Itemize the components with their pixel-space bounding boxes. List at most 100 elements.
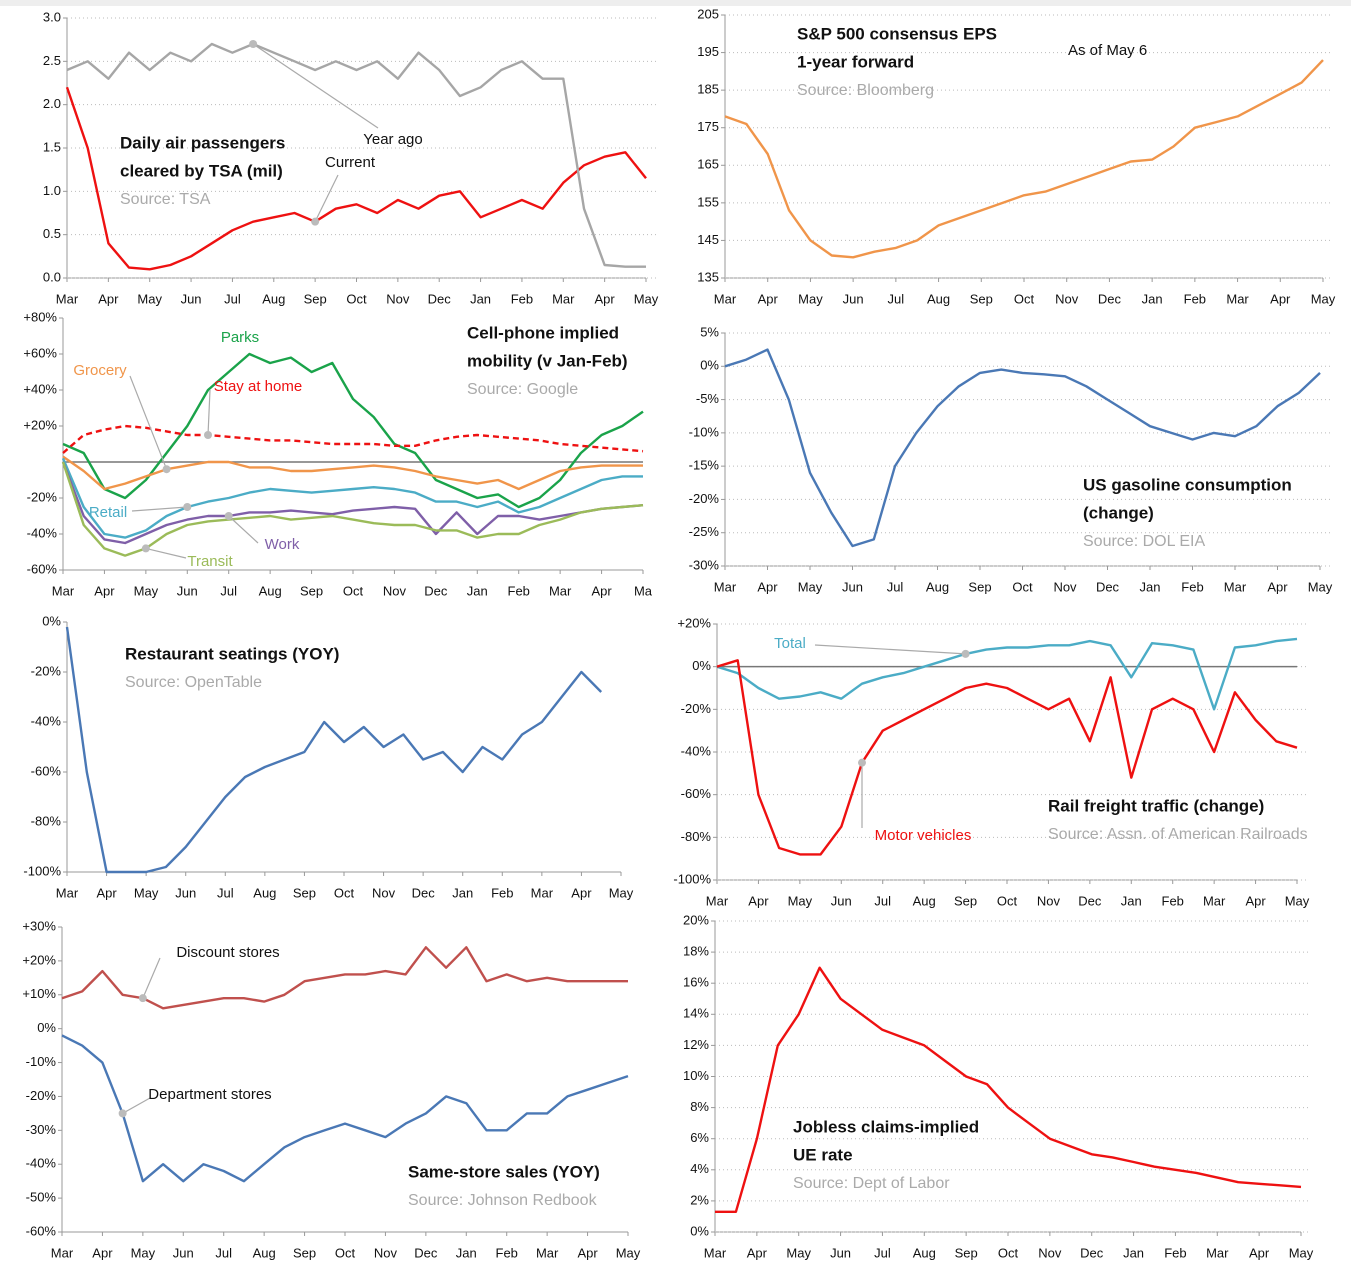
x-tick-label: Nov <box>374 1245 398 1260</box>
y-tick-label: -30% <box>26 1122 57 1137</box>
leader-line <box>129 375 168 470</box>
leader-dot <box>141 544 150 553</box>
x-tick-label: Jun <box>842 579 863 594</box>
x-tick-label: Apr <box>1245 893 1266 908</box>
x-tick-label: Nov <box>383 583 407 598</box>
y-tick-label: 6% <box>690 1130 709 1145</box>
x-tick-label: Sep <box>304 291 327 306</box>
y-tick-label: -100% <box>673 871 711 886</box>
x-tick-label: Aug <box>253 1245 276 1260</box>
leader-line <box>142 957 161 999</box>
series-line <box>61 946 628 1010</box>
y-tick-label: 0% <box>692 658 711 673</box>
series-label: Grocery <box>73 362 127 379</box>
x-tick-label: May <box>786 1245 811 1260</box>
x-tick-label: Dec <box>412 885 436 900</box>
series-line <box>62 352 644 509</box>
series-line <box>62 424 644 454</box>
x-tick-label: Mar <box>1224 579 1247 594</box>
x-tick-label: Sep <box>955 1245 978 1260</box>
leader-dot <box>311 217 320 226</box>
x-tick-label: Mar <box>56 291 79 306</box>
chart-title: UE rate <box>793 1145 853 1164</box>
leader-dot <box>162 465 171 474</box>
chart-title: Jobless claims-implied <box>793 1117 979 1136</box>
y-tick-label: -80% <box>681 829 712 844</box>
x-tick-label: Feb <box>1164 1245 1186 1260</box>
leader-dot <box>118 1109 127 1118</box>
x-tick-label: Oct <box>343 583 364 598</box>
x-tick-label: Nov <box>1037 893 1061 908</box>
y-tick-label: 16% <box>683 975 709 990</box>
x-tick-label: Oct <box>334 885 355 900</box>
x-tick-label: Aug <box>262 291 285 306</box>
y-tick-label: -40% <box>681 743 712 758</box>
y-tick-label: -40% <box>31 713 62 728</box>
x-tick-label: Apr <box>92 1245 113 1260</box>
x-tick-label: Apr <box>748 893 769 908</box>
y-tick-label: +20% <box>23 417 57 432</box>
x-tick-label: Nov <box>372 885 396 900</box>
y-tick-label: -60% <box>27 561 58 576</box>
x-tick-label: May <box>798 291 823 306</box>
x-tick-label: Nov <box>386 291 410 306</box>
leader-line <box>252 43 379 129</box>
series-label: Total <box>774 635 806 652</box>
x-tick-label: Apr <box>94 583 115 598</box>
x-tick-label: Sep <box>954 893 977 908</box>
y-tick-label: -10% <box>26 1054 57 1069</box>
y-tick-label: -60% <box>31 763 62 778</box>
series-line <box>66 42 646 268</box>
x-tick-label: Apr <box>747 1245 768 1260</box>
y-tick-label: -20% <box>689 491 720 506</box>
x-tick-label: May <box>616 1245 641 1260</box>
y-tick-label: 1.0 <box>43 183 61 198</box>
y-tick-label: 175 <box>697 119 719 134</box>
x-tick-label: Mar <box>56 885 79 900</box>
x-tick-label: Apr <box>1249 1245 1270 1260</box>
x-tick-label: Aug <box>927 291 950 306</box>
leader-line <box>207 389 211 436</box>
y-tick-label: 195 <box>697 44 719 59</box>
y-tick-label: 1.5 <box>43 139 61 154</box>
x-tick-label: Jan <box>1123 1245 1144 1260</box>
y-tick-label: 12% <box>683 1037 709 1052</box>
chart-title: US gasoline consumption <box>1083 475 1292 494</box>
x-tick-label: May <box>788 893 813 908</box>
y-tick-label: 185 <box>697 82 719 97</box>
chart-title: S&P 500 consensus EPS <box>797 24 997 43</box>
x-tick-label: Jan <box>1140 579 1161 594</box>
x-tick-label: Dec <box>424 583 448 598</box>
x-tick-label: Jun <box>175 885 196 900</box>
series-label: Transit <box>187 553 233 570</box>
x-tick-label: Sep <box>300 583 323 598</box>
x-tick-label: Jan <box>1121 893 1142 908</box>
series-label: Year ago <box>363 131 423 148</box>
y-tick-label: -5% <box>696 391 720 406</box>
x-tick-label: Feb <box>508 583 530 598</box>
leader-line <box>314 174 339 222</box>
y-tick-label: 18% <box>683 944 709 959</box>
x-tick-label: Dec <box>1080 1245 1104 1260</box>
y-tick-label: +60% <box>23 345 57 360</box>
x-tick-label: Feb <box>1184 291 1206 306</box>
x-tick-label: Apr <box>757 579 778 594</box>
series-line <box>61 1034 629 1183</box>
x-tick-label: Jul <box>220 583 237 598</box>
series-line <box>61 461 644 545</box>
y-tick-label: -60% <box>26 1223 57 1238</box>
x-tick-label: Apr <box>571 885 592 900</box>
y-tick-label: 4% <box>690 1161 709 1176</box>
y-tick-label: 3.0 <box>43 9 61 24</box>
chart-title: (change) <box>1083 503 1154 522</box>
x-tick-label: Jul <box>874 1245 891 1260</box>
x-tick-label: Apr <box>758 291 779 306</box>
x-tick-label: Dec <box>414 1245 438 1260</box>
leader-dot <box>858 758 866 767</box>
x-tick-label: Feb <box>491 885 513 900</box>
y-tick-label: 0.5 <box>43 226 61 241</box>
x-tick-label: May <box>1308 579 1333 594</box>
y-tick-label: 155 <box>697 194 719 209</box>
